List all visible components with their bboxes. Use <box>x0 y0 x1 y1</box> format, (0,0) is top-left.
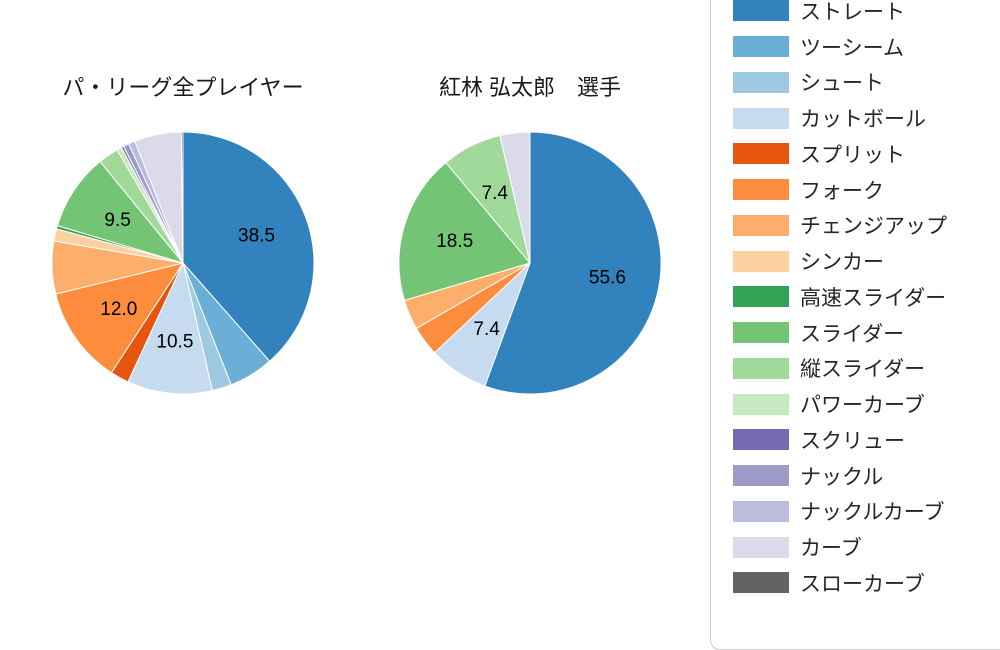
legend-item-label: チェンジアップ <box>800 215 947 239</box>
legend-item-label: スローカーブ <box>800 572 925 596</box>
legend-swatch <box>733 286 789 308</box>
legend-item-label: 高速スライダー <box>800 286 947 310</box>
legend-item-ナックルカーブ: ナックルカーブ <box>733 494 993 530</box>
legend-item-label: カーブ <box>800 537 862 561</box>
legend-swatch <box>733 179 789 201</box>
legend-item-label: スプリット <box>800 143 905 167</box>
legend-item-label: シンカー <box>800 251 884 275</box>
legend-item-label: ナックル <box>800 465 884 489</box>
pie-slice-スライダー <box>56 160 185 264</box>
legend-swatch <box>733 143 789 165</box>
chart-title-left: パ・リーグ全プレイヤー <box>62 75 304 100</box>
pie-slice-カットボール <box>127 261 213 395</box>
legend-item-label: シュート <box>800 72 884 96</box>
legend-swatch <box>733 536 789 558</box>
pie-percent-label: 10.5 <box>156 332 193 353</box>
legend-item-スライダー: スライダー <box>733 315 993 351</box>
pie-slice-フォーク <box>55 262 185 374</box>
legend-swatch <box>733 0 789 22</box>
legend-item-フォーク: フォーク <box>733 172 993 208</box>
legend-swatch <box>733 250 789 272</box>
legend-item-スローカーブ: スローカーブ <box>733 565 993 601</box>
legend-item-label: 縦スライダー <box>800 358 926 382</box>
legend-swatch <box>733 572 789 594</box>
legend-swatch <box>733 107 789 129</box>
legend-item-スプリット: スプリット <box>733 136 993 172</box>
legend-item-label: パワーカーブ <box>800 394 925 418</box>
legend-item-label: ナックルカーブ <box>800 501 945 525</box>
pie-slice-カーブ <box>499 131 531 264</box>
legend-swatch <box>733 214 789 236</box>
legend-item-縦スライダー: 縦スライダー <box>733 351 993 387</box>
legend-swatch <box>733 500 789 522</box>
pie-slice-スライダー <box>398 161 531 301</box>
legend-item-高速スライダー: 高速スライダー <box>733 279 993 315</box>
legend-item-パワーカーブ: パワーカーブ <box>733 386 993 422</box>
legend-swatch <box>733 71 789 93</box>
legend-swatch <box>733 465 789 487</box>
legend-swatch <box>733 429 789 451</box>
pie-chart-player: 55.6 7.4 18.5 7.4 <box>398 131 662 395</box>
pie-percent-label: 18.5 <box>436 231 473 252</box>
legend-item-スクリュー: スクリュー <box>733 422 993 458</box>
legend-item-ストレート: ストレート <box>733 0 993 29</box>
pie-percent-label: 9.5 <box>104 210 130 231</box>
legend-item-label: カットボール <box>800 108 926 132</box>
pie-slice-スローカーブ <box>180 131 184 264</box>
pie-slice-ストレート <box>484 131 662 395</box>
pie-percent-label: 38.5 <box>238 226 275 247</box>
pie-percent-label: 55.6 <box>589 267 626 288</box>
pie-percent-label: 7.4 <box>482 183 509 204</box>
pie-percent-label: 7.4 <box>473 319 500 340</box>
legend-item-label: ストレート <box>800 0 905 24</box>
chart-title-right: 紅林 弘太郎 選手 <box>438 75 622 100</box>
legend-swatch <box>733 393 789 415</box>
legend-swatch <box>733 36 789 58</box>
legend-item-label: スライダー <box>800 322 905 346</box>
legend-swatch <box>733 322 789 344</box>
legend-item-シュート: シュート <box>733 65 993 101</box>
legend-item-チェンジアップ: チェンジアップ <box>733 208 993 244</box>
legend-item-label: フォーク <box>800 179 884 203</box>
legend-item-label: ツーシーム <box>800 36 904 60</box>
pie-slice-ストレート <box>182 131 315 362</box>
legend-item-シンカー: シンカー <box>733 243 993 279</box>
legend-item-ナックル: ナックル <box>733 458 993 494</box>
legend: ストレートツーシームシュートカットボール スプリットフォークチェンジアップ シンカー… <box>733 0 993 601</box>
pie-chart-league: 38.5 10.5 12.0 9.5 <box>51 131 315 395</box>
legend-item-label: スクリュー <box>800 429 905 453</box>
legend-swatch <box>733 357 789 379</box>
legend-item-ツーシーム: ツーシーム <box>733 29 993 65</box>
pie-percent-label: 12.0 <box>100 299 137 320</box>
legend-item-カットボール: カットボール <box>733 100 993 136</box>
legend-item-カーブ: カーブ <box>733 529 993 565</box>
